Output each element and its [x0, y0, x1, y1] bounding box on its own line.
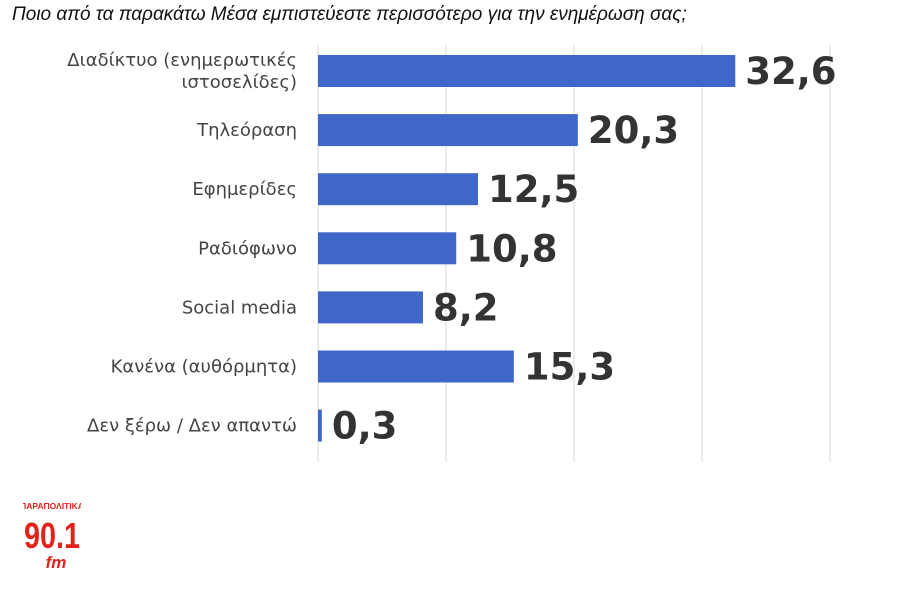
bar	[318, 409, 322, 442]
paraplitika-logo: ΠΑΡΑΠΟΛΙΤΙΚΑ 90.1 fm	[23, 501, 81, 572]
category-label: Δεν ξέρω / Δεν απαντώ	[87, 416, 297, 437]
category-label: Ραδιόφωνο	[198, 238, 297, 259]
bar	[318, 232, 457, 265]
category-label: Εφημερίδες	[192, 179, 297, 200]
bars	[318, 55, 736, 442]
category-label: Κανένα (αυθόρμητα)	[111, 357, 297, 378]
logo-top-text: ΠΑΡΑΠΟΛΙΤΙΚΑ	[23, 501, 81, 511]
category-label: Διαδίκτυο (ενημερωτικές ιστοσελίδες)	[67, 50, 297, 93]
value-label: 15,3	[524, 346, 615, 389]
category-label: Τηλεόραση	[196, 120, 297, 141]
value-label: 32,6	[745, 50, 836, 93]
value-labels: 32,6 20,312,5 10,8 8,2 15,3 0,3	[332, 50, 837, 448]
chart-title: Ποιο από τα παρακάτω Μέσα εμπιστεύεστε π…	[12, 4, 687, 25]
bar	[318, 291, 423, 324]
value-label: 8,2	[433, 286, 499, 329]
bar	[318, 173, 478, 206]
bar	[318, 114, 578, 147]
value-label: 0,3	[332, 405, 398, 448]
bar	[318, 350, 514, 383]
category-labels: Διαδίκτυο (ενημερωτικές ιστοσελίδες) Τηλεό…	[67, 50, 297, 437]
value-label: 10,8	[466, 227, 557, 270]
bar	[318, 55, 736, 87]
value-label: 20,3	[588, 109, 679, 152]
logo-fm-text: fm	[46, 553, 67, 572]
logo-frequency: 90.1	[24, 515, 80, 556]
value-label: 12,5	[488, 168, 579, 211]
category-label: Social media	[182, 297, 297, 318]
